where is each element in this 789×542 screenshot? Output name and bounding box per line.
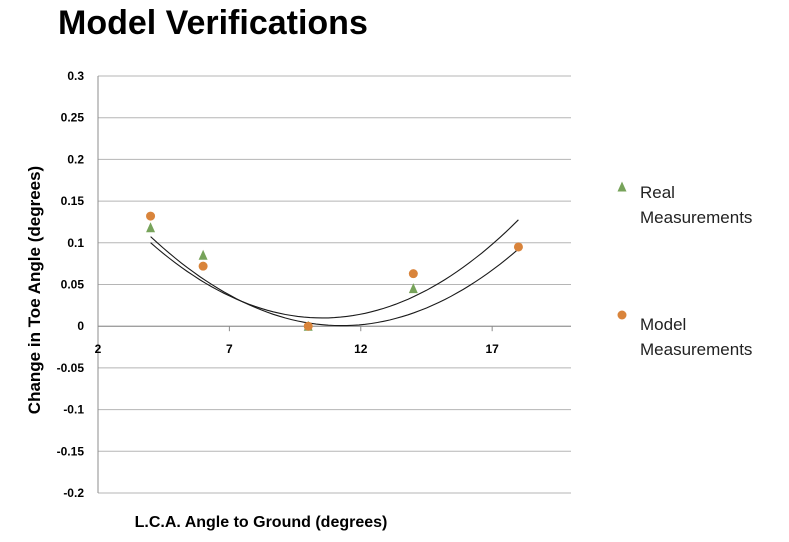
legend-marker-2 — [617, 310, 627, 320]
y-tick-label: 0.25 — [61, 111, 85, 125]
trendline-1 — [150, 219, 519, 319]
legend-label-2: Model Measurements — [640, 315, 752, 359]
axes — [97, 76, 571, 493]
trendlines — [150, 219, 519, 327]
x-tick-labels: 2 7 12 17 — [95, 342, 500, 356]
y-tick-label: -0.2 — [63, 486, 84, 500]
y-tick-label: -0.15 — [57, 444, 85, 458]
x-tick-label: 12 — [354, 342, 368, 356]
page-title: Model Verifications — [58, 4, 368, 42]
data-point — [513, 242, 523, 252]
legend-label-1: Real Measurements — [640, 183, 752, 227]
data-point — [198, 249, 208, 260]
data-point — [146, 211, 156, 221]
x-axis-title: L.C.A. Angle to Ground (degrees) — [135, 514, 388, 531]
trendline-2 — [150, 236, 519, 327]
x-tick-label: 17 — [485, 342, 499, 356]
y-tick-label: 0.15 — [61, 194, 85, 208]
data-points — [146, 211, 523, 331]
data-point — [303, 321, 313, 331]
data-point — [146, 222, 156, 233]
y-tick-label: -0.1 — [63, 403, 84, 417]
y-tick-label: 0 — [77, 319, 84, 333]
legend-marker-1 — [617, 181, 627, 192]
y-tick-label: 0.1 — [67, 236, 84, 250]
data-point — [408, 283, 418, 294]
y-tick-labels: 0.3 0.25 0.2 0.15 0.1 0.05 0 -0.05 -0.1 -0.15 -0.2 — [57, 69, 85, 500]
y-tick-label: 0.05 — [61, 278, 85, 292]
y-tick-label: 0.3 — [67, 69, 84, 83]
y-tick-label: -0.05 — [57, 361, 85, 375]
grid-lines — [98, 75, 571, 494]
x-tick-label: 2 — [95, 342, 102, 356]
y-axis-title: Change in Toe Angle (degrees) — [25, 166, 44, 414]
data-point — [198, 261, 208, 271]
y-tick-label: 0.2 — [67, 152, 84, 166]
legend: Real Measurements Model Measurements — [617, 181, 752, 359]
data-point — [408, 269, 418, 279]
x-tick-label: 7 — [226, 342, 233, 356]
